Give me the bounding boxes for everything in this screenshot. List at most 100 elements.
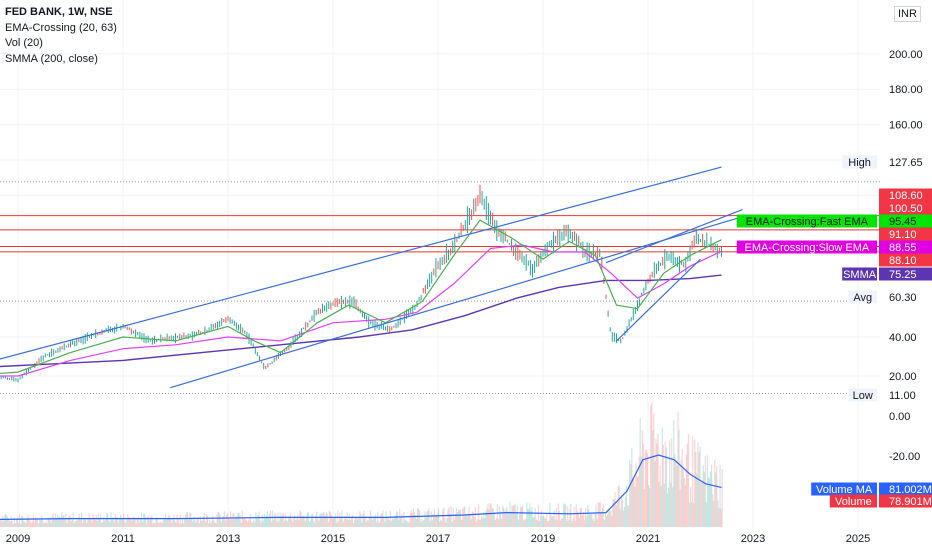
volume-bar (182, 523, 185, 527)
volume-bar (600, 512, 602, 527)
volume-bar (412, 508, 414, 527)
volume-bar (30, 523, 32, 527)
volume-bar (121, 518, 124, 527)
volume-bar (153, 522, 155, 527)
volume-bar (431, 520, 433, 527)
volume-bar (49, 517, 51, 527)
volume-bar (107, 514, 109, 527)
volume-bar (413, 512, 416, 527)
volume-bar (612, 499, 614, 527)
volume-bar (192, 521, 194, 527)
volume-bar (630, 463, 632, 527)
price-tag-value-box (879, 388, 932, 402)
indicator-volume[interactable]: Vol (20) (5, 37, 43, 49)
indicator-smma[interactable]: SMMA (200, close) (5, 52, 98, 65)
volume-bar (112, 517, 114, 527)
volume-bar (125, 523, 127, 527)
trendline (616, 258, 701, 342)
volume-bar (99, 514, 102, 527)
volume-bar (501, 518, 503, 527)
volume-bar (506, 506, 508, 527)
volume-bar (313, 520, 315, 527)
volume-bars (0, 402, 723, 527)
volume-bar (303, 517, 305, 527)
volume-bar (558, 510, 560, 527)
volume-bar (329, 512, 332, 527)
volume-bar (422, 521, 424, 527)
volume-bar (194, 519, 196, 527)
volume-bar (330, 514, 333, 527)
currency-label[interactable]: INR (894, 6, 921, 22)
volume-bar (176, 514, 178, 527)
volume-bar (443, 507, 445, 527)
volume-bar (376, 521, 378, 527)
volume-bar (517, 519, 519, 527)
volume-bar (716, 466, 718, 527)
volume-bar (91, 522, 93, 527)
volume-bar (98, 519, 101, 527)
volume-bar (485, 510, 487, 527)
symbol-title[interactable]: FED BANK, 1W, NSE (5, 6, 113, 18)
volume-bar (247, 519, 250, 527)
volume-bar (94, 519, 96, 527)
indicator-ema-crossing[interactable]: EMA-Crossing (20, 63) (5, 21, 117, 34)
volume-bar (325, 511, 327, 527)
volume-bar (423, 520, 425, 527)
volume-bar (394, 515, 397, 527)
volume-bar (251, 522, 253, 527)
volume-bar (100, 522, 103, 527)
volume-bar (86, 522, 88, 527)
volume-bar (544, 517, 546, 527)
volume-bar (493, 512, 495, 527)
volume-bar (166, 519, 168, 527)
volume-bar (335, 513, 337, 527)
volume-bar (128, 517, 130, 527)
volume-bar (331, 517, 334, 527)
volume-bar (163, 518, 166, 527)
volume-bar (569, 509, 571, 527)
volume-bar (518, 514, 521, 527)
volume-bar (706, 455, 708, 527)
volume-bar (449, 514, 451, 527)
volume-bar (339, 512, 341, 527)
price-tag-label: Low (853, 390, 873, 402)
volume-bar (71, 519, 73, 527)
volume-bar (499, 511, 502, 527)
volume-bar (623, 506, 626, 527)
volume-bar (546, 513, 548, 527)
volume-bar (81, 513, 83, 527)
volume-bar (380, 513, 382, 527)
volume-bar (590, 514, 592, 527)
volume-bar (306, 512, 308, 527)
volume-bar (673, 420, 675, 527)
volume-bar (355, 517, 357, 527)
volume-bar (709, 471, 712, 527)
volume-bar (664, 441, 666, 527)
volume-bar (572, 518, 574, 527)
volume-bar (404, 520, 406, 527)
volume-bar (146, 523, 148, 527)
volume-bar (322, 511, 324, 527)
volume-bar (608, 510, 610, 527)
volume-bar (57, 517, 60, 527)
volume-bar (649, 487, 651, 527)
volume-bar (301, 517, 303, 527)
volume-bar (525, 519, 527, 527)
volume-bar (691, 501, 693, 527)
volume-bar (90, 519, 92, 527)
volume-bar (65, 513, 67, 527)
volume-bar (684, 485, 686, 527)
volume-bar (425, 517, 427, 527)
volume-bar (321, 513, 323, 527)
volume-tag-value: 78.901M (889, 496, 932, 508)
volume-bar (421, 519, 423, 527)
volume-bar (338, 521, 340, 527)
volume-bar (583, 520, 586, 527)
volume-bar (461, 519, 463, 527)
volume-bar (53, 518, 55, 527)
volume-bar (377, 511, 379, 527)
volume-bar (645, 449, 648, 527)
volume-bar (217, 511, 219, 527)
volume-bar (526, 502, 528, 527)
